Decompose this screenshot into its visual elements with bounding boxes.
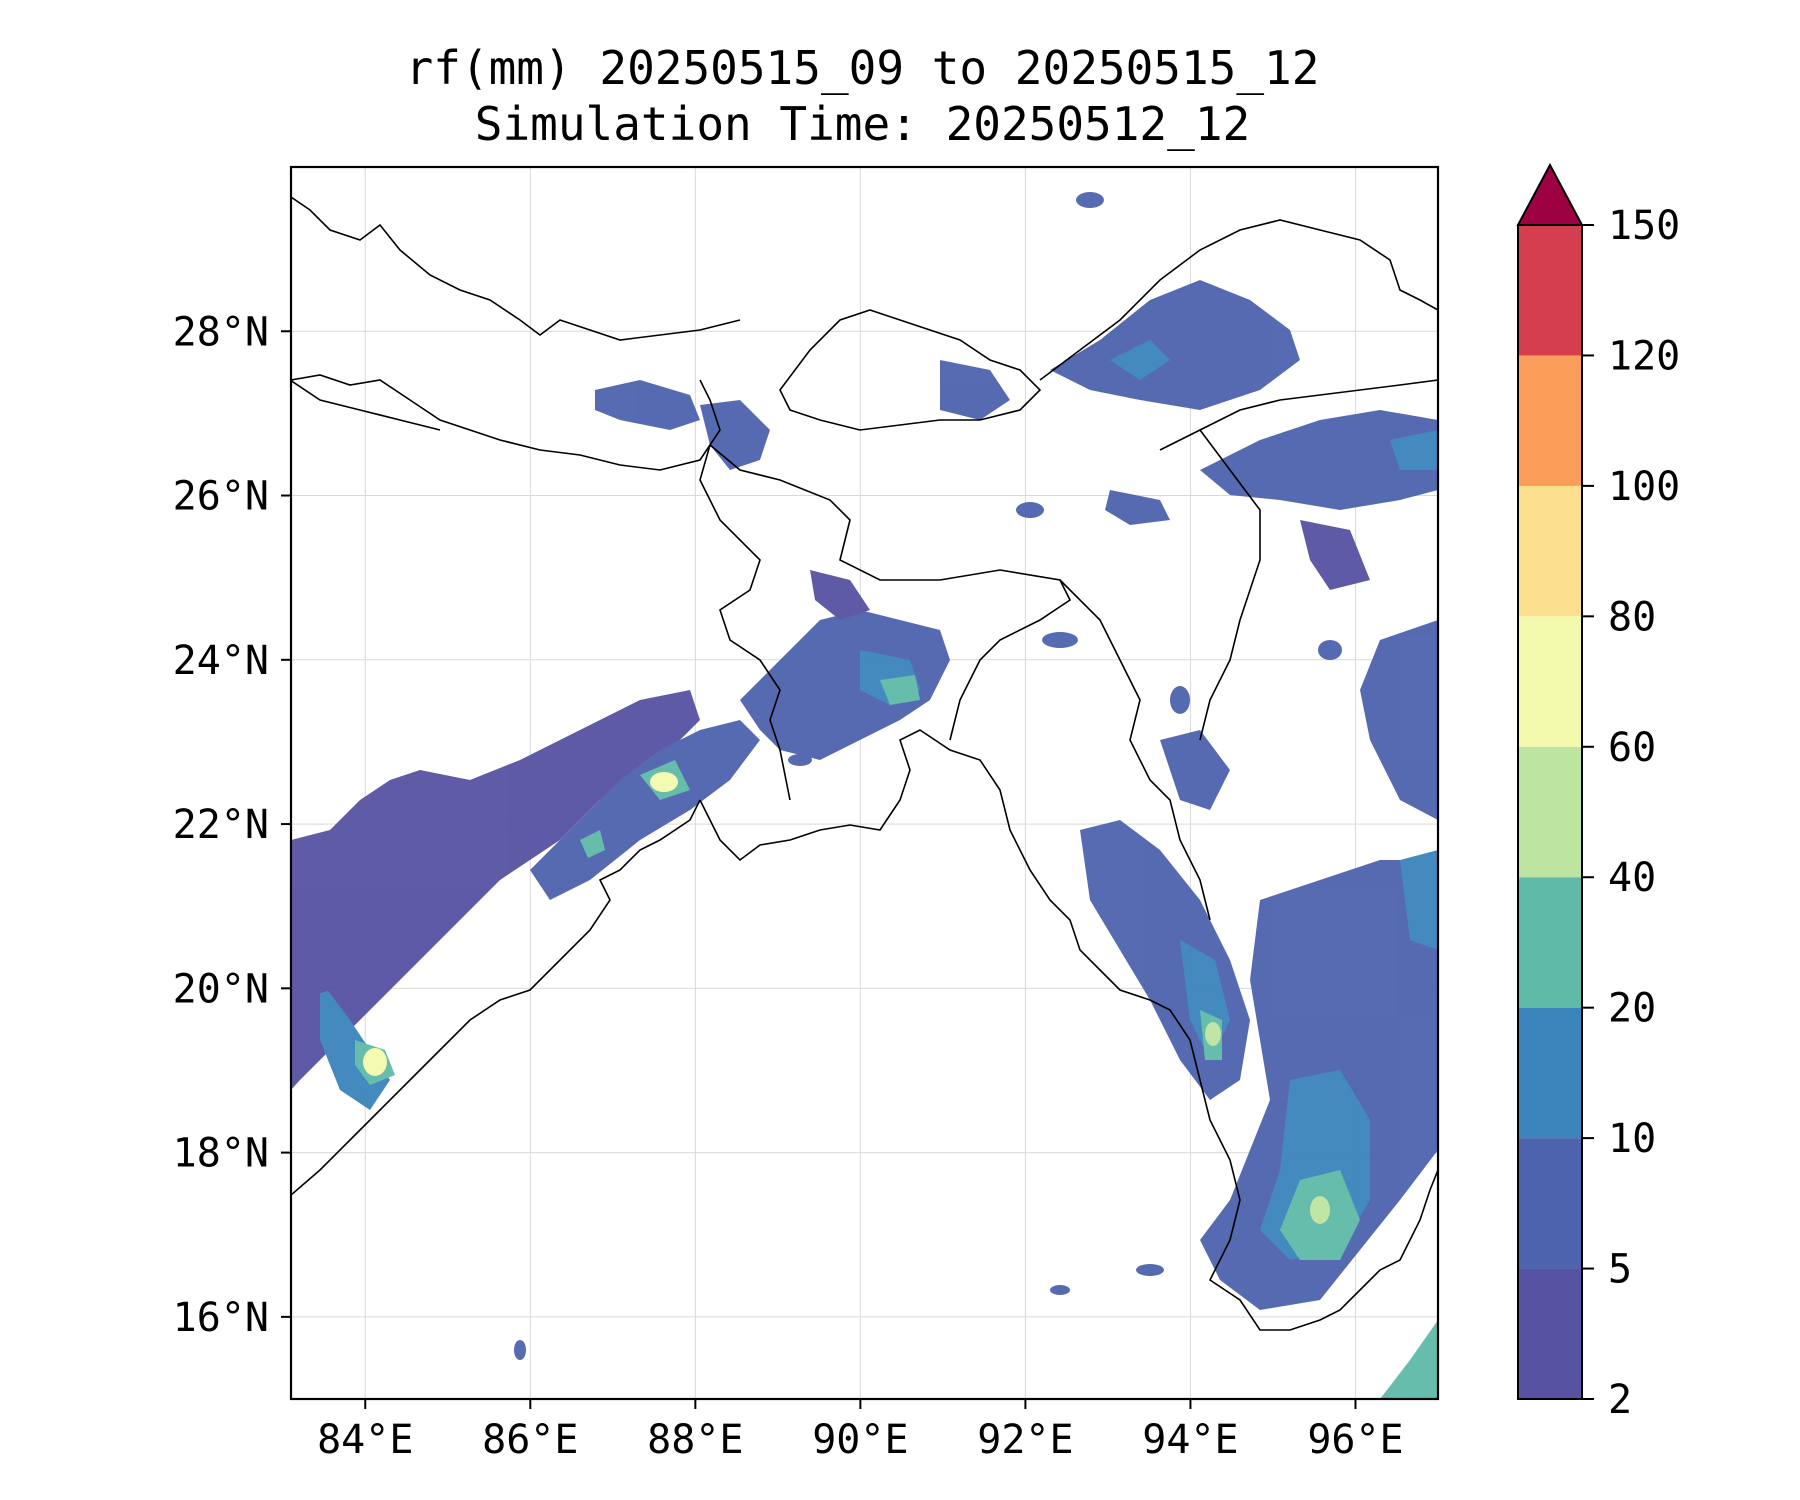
colorbar-segment <box>1518 225 1582 356</box>
colorbar-tick-label: 10 <box>1608 1116 1656 1162</box>
colorbar-tick-label: 20 <box>1608 986 1656 1032</box>
rain-cell <box>1136 1264 1164 1276</box>
rain-area-bhutan <box>940 360 1010 420</box>
rain-peak-kolkata <box>650 772 678 792</box>
coastline-sundarbans <box>699 729 1438 1331</box>
rain-area-arunachal-10 <box>1110 340 1170 380</box>
rain-area-east-myanmar-2 <box>1400 850 1438 950</box>
colorbar-segment <box>1518 1007 1582 1139</box>
y-tick-label: 26°N <box>173 474 269 520</box>
rain-cell <box>1318 640 1342 660</box>
rain-cell <box>1016 502 1044 518</box>
coastline-india-east <box>291 799 701 1196</box>
rain-area-sikkim <box>700 400 770 470</box>
y-axis-ticks: 16°N 18°N 20°N 22°N 24°N 26°N 28°N <box>173 309 291 1341</box>
colorbar-tick-label: 2 <box>1608 1377 1632 1423</box>
rain-area-odisha <box>291 690 700 1090</box>
border-assam-south <box>1159 379 1438 451</box>
rain-cell <box>1076 192 1104 208</box>
colorbar-tick-label: 80 <box>1608 594 1656 640</box>
border-nepal-north <box>291 196 741 341</box>
rain-area-interior <box>291 930 345 1000</box>
map-plot-area <box>289 165 1440 1401</box>
rain-area-bangladesh <box>740 610 950 760</box>
rain-cell <box>1042 632 1078 648</box>
map-frame <box>289 165 1440 1401</box>
rain-cell <box>1170 686 1190 714</box>
rainfall-fill <box>291 192 1438 1399</box>
colorbar-tick-label: 120 <box>1608 333 1680 379</box>
y-tick-label: 16°N <box>173 1295 269 1341</box>
border-northeast <box>1199 429 1261 741</box>
colorbar-extend-arrow <box>1516 162 1584 226</box>
y-tick-label: 22°N <box>173 802 269 848</box>
rain-area-meghalaya <box>1105 490 1170 525</box>
rain-peak-delta <box>1310 1196 1330 1224</box>
rain-area-nagaland <box>1300 520 1370 590</box>
border-tibet-arunachal <box>1039 219 1438 381</box>
rain-cell <box>820 724 840 736</box>
rain-area-north-bd <box>810 570 870 620</box>
rain-cell <box>1050 1285 1070 1295</box>
border-bhutan <box>779 309 1042 431</box>
colorbar-segment <box>1518 1268 1582 1399</box>
y-tick-label: 28°N <box>173 309 269 355</box>
y-tick-label: 24°N <box>173 638 269 684</box>
rain-area-arunachal <box>1050 280 1300 410</box>
colorbar-segment <box>1518 616 1582 747</box>
colorbar-segment <box>1518 355 1582 486</box>
rain-area-east-myanmar <box>1360 620 1438 820</box>
border-bangladesh <box>709 444 1072 741</box>
colorbar-frame <box>1517 224 1583 1400</box>
colorbar-segment <box>1518 877 1582 1008</box>
rain-peak-odisha <box>363 1048 387 1076</box>
x-tick-label: 88°E <box>647 1417 743 1463</box>
border-bangladesh-west <box>699 444 791 801</box>
colorbar-tick-label: 150 <box>1608 203 1680 249</box>
border-nepal-bihar <box>291 379 441 431</box>
x-tick-label: 84°E <box>317 1417 413 1463</box>
colorbar: 2 5 10 20 40 60 80 100 120 150 <box>1516 162 1680 1423</box>
rain-area-chin <box>1160 730 1230 810</box>
rain-area-bangladesh-20 <box>880 675 920 705</box>
rain-area-north-assam-10 <box>1390 430 1438 470</box>
rain-peak-rakhine <box>1205 1022 1221 1046</box>
map-title-line1: rf(mm) 20250515_09 to 20250515_12 <box>405 41 1320 95</box>
colorbar-segment <box>1518 746 1582 878</box>
map-title-line2: Simulation Time: 20250512_12 <box>474 97 1251 151</box>
rain-area-southeast <box>1380 1320 1438 1399</box>
y-tick-label: 18°N <box>173 1131 269 1177</box>
rain-area-nepal-east <box>595 380 700 430</box>
x-axis-ticks: 84°E 86°E 88°E 90°E 92°E 94°E 96°E <box>317 1399 1404 1463</box>
x-tick-label: 94°E <box>1142 1417 1238 1463</box>
colorbar-segment <box>1518 485 1582 617</box>
colorbar-ticks: 2 5 10 20 40 60 80 100 120 150 <box>1582 203 1680 1423</box>
colorbar-tick-label: 5 <box>1608 1247 1632 1293</box>
colorbar-tick-label: 60 <box>1608 725 1656 771</box>
colorbar-tick-label: 40 <box>1608 855 1656 901</box>
colorbar-segment <box>1518 1138 1582 1269</box>
rain-cell <box>514 1340 526 1360</box>
colorbar-tick-label: 100 <box>1608 464 1680 510</box>
colorbar-segments <box>1518 225 1582 1399</box>
x-tick-label: 96°E <box>1307 1417 1403 1463</box>
rain-cell <box>788 754 812 766</box>
rain-area-orissa-coast-20 <box>580 830 605 858</box>
x-tick-label: 92°E <box>977 1417 1073 1463</box>
y-tick-label: 20°N <box>173 966 269 1012</box>
border-myanmar-india <box>1059 579 1211 921</box>
x-tick-label: 90°E <box>812 1417 908 1463</box>
x-tick-label: 86°E <box>482 1417 578 1463</box>
coastlines-borders <box>291 196 1438 1331</box>
rain-area-north-assam <box>1200 410 1438 510</box>
